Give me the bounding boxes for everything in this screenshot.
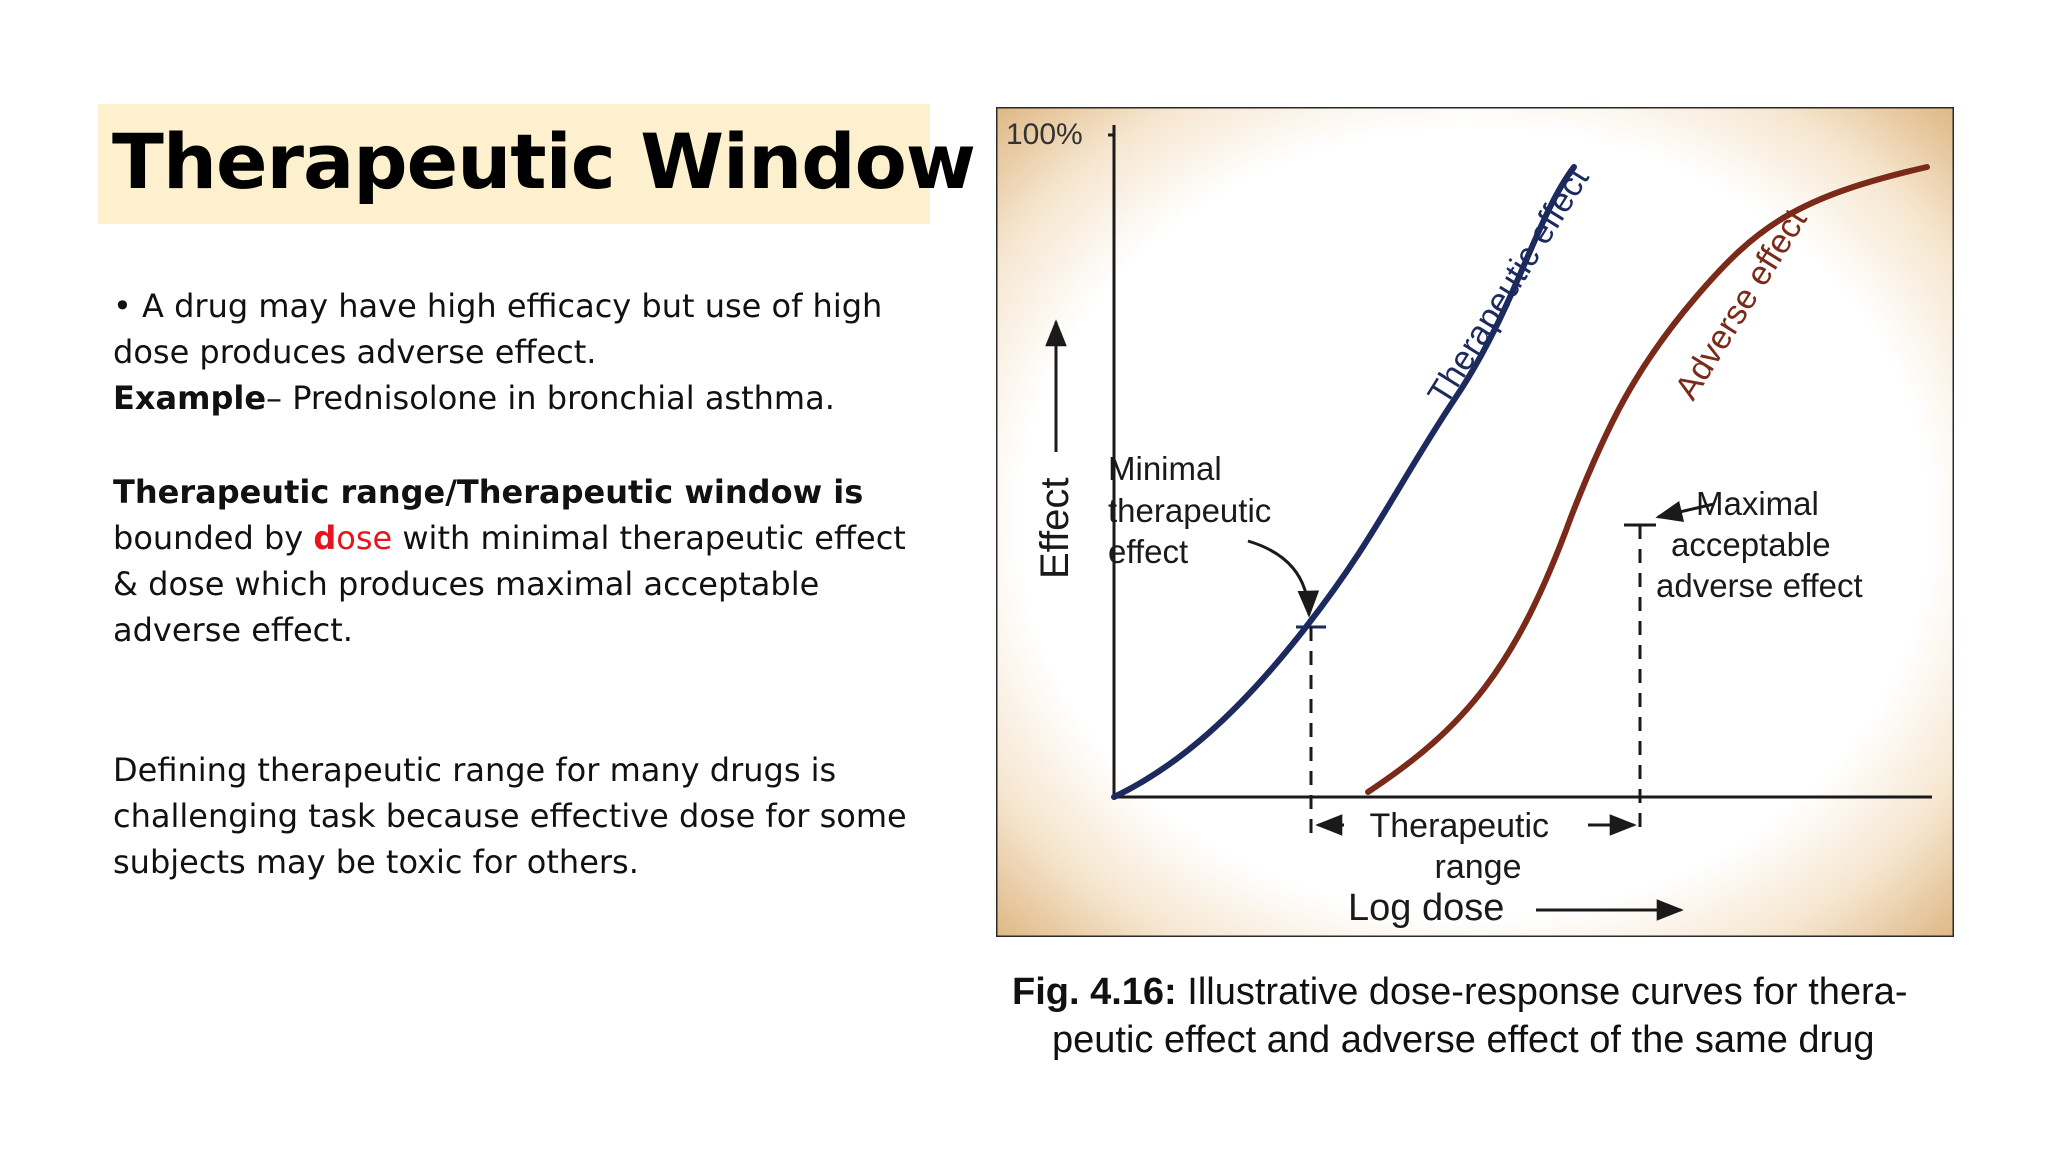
highlighted-word: dose <box>313 519 392 557</box>
maximal-label: Maximal acceptable adverse effect <box>1656 485 1863 604</box>
paragraph-challenge: Defining therapeutic range for many drug… <box>113 747 913 885</box>
maximal-label-line: adverse effect <box>1656 567 1863 604</box>
range-label-line: Therapeutic <box>1370 807 1550 845</box>
example-line: Example– Prednisolone in bronchial asthm… <box>113 375 913 421</box>
range-label-line: range <box>1435 848 1522 886</box>
minimal-arrow <box>1247 539 1320 618</box>
minimal-label-line: therapeutic <box>1108 492 1271 529</box>
adverse-effect-curve <box>1365 164 1930 795</box>
text-line: adverse effect. <box>113 611 353 649</box>
caption-figure-number: Fig. 4.16: <box>1012 971 1177 1013</box>
range-label: Therapeutic range <box>1370 807 1559 886</box>
caption-text: Illustrative dose-response curves for th… <box>1176 971 1908 1013</box>
example-text: – Prednisolone in bronchial asthma. <box>266 379 835 417</box>
text-line: • A drug may have high efficacy but use … <box>113 287 883 325</box>
minimal-label-line: effect <box>1108 533 1188 570</box>
therapeutic-effect-curve <box>1111 164 1577 800</box>
maximal-label-line: Maximal <box>1696 485 1819 522</box>
y-axis-label: Effect <box>1033 477 1077 579</box>
highlighted-rest: ose <box>336 519 393 557</box>
text-line: dose produces adverse effect. <box>113 333 597 371</box>
maximal-arrow <box>1655 500 1715 523</box>
title-banner: Therapeutic Window <box>98 104 976 224</box>
paragraph-efficacy: • A drug may have high efficacy but use … <box>113 283 913 421</box>
maximal-label-line: acceptable <box>1671 526 1831 563</box>
text-line: subjects may be toxic for others. <box>113 843 639 881</box>
text-segment: bounded by <box>113 519 314 557</box>
text-line: & dose which produces maximal acceptable <box>113 565 820 603</box>
minimal-label: Minimal therapeutic effect <box>1108 450 1280 570</box>
paragraph-definition: Therapeutic range/Therapeutic window is … <box>113 469 913 653</box>
dose-response-diagram: 100% Effect Therapeutic effect Adverse e… <box>996 107 1954 937</box>
y-top-label: 100% <box>1006 118 1083 151</box>
text-segment: with minimal therapeutic effect <box>392 519 906 557</box>
figure-caption: Fig. 4.16: Illustrative dose-response cu… <box>1012 968 1972 1064</box>
highlighted-letter: d <box>313 519 337 557</box>
text-line: challenging task because effective dose … <box>113 797 907 835</box>
page-title: Therapeutic Window <box>112 117 976 206</box>
caption-line-2: peutic effect and adverse effect of the … <box>1052 1019 1875 1061</box>
figure-background <box>996 107 1954 937</box>
x-axis-label: Log dose <box>1348 887 1504 929</box>
definition-heading: Therapeutic range/Therapeutic window is <box>113 473 864 511</box>
text-line: bounded by dose with minimal therapeutic… <box>113 515 913 561</box>
minimal-label-line: Minimal <box>1108 450 1222 487</box>
example-label: Example <box>113 379 267 417</box>
dose-response-figure: 100% Effect Therapeutic effect Adverse e… <box>996 107 1954 937</box>
text-line: Defining therapeutic range for many drug… <box>113 751 837 789</box>
caption-line-1: Fig. 4.16: Illustrative dose-response cu… <box>1012 968 1972 1016</box>
